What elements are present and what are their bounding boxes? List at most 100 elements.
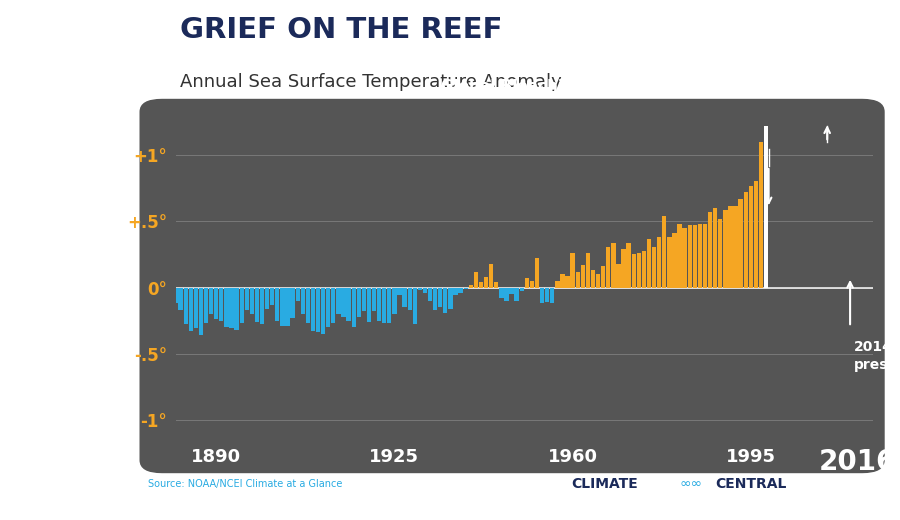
Bar <box>703 224 707 288</box>
Bar <box>509 288 514 294</box>
Bar <box>275 288 280 320</box>
Bar <box>398 288 401 295</box>
Bar <box>571 253 575 288</box>
Bar <box>189 288 193 331</box>
Bar <box>372 288 376 311</box>
Bar <box>753 180 758 288</box>
Bar <box>743 192 748 288</box>
Bar <box>163 288 167 295</box>
Bar <box>377 288 382 320</box>
Bar <box>174 288 177 303</box>
Bar <box>494 282 499 288</box>
Bar <box>280 288 284 326</box>
Bar <box>606 246 610 288</box>
Text: GRIEF ON THE REEF: GRIEF ON THE REEF <box>180 16 502 44</box>
Text: Global Bleaching Events:  1998-1999: Global Bleaching Events: 1998-1999 <box>441 80 755 94</box>
Bar <box>245 288 249 310</box>
Bar <box>550 288 554 303</box>
Bar <box>382 288 386 323</box>
Bar <box>561 275 564 288</box>
Bar <box>575 271 580 288</box>
Bar <box>331 288 336 323</box>
Bar <box>301 288 305 314</box>
Text: 2010: 2010 <box>723 76 772 94</box>
Bar <box>438 288 443 307</box>
Bar <box>545 288 549 302</box>
Bar <box>310 288 315 331</box>
Bar <box>392 288 397 314</box>
Bar <box>626 243 631 288</box>
Bar <box>367 288 371 322</box>
Text: Source: NOAA/NCEI Climate at a Glance: Source: NOAA/NCEI Climate at a Glance <box>148 479 343 489</box>
Bar <box>321 288 325 334</box>
Bar <box>525 278 529 288</box>
Bar <box>698 224 702 288</box>
Bar <box>484 277 488 288</box>
Text: CENTRAL: CENTRAL <box>716 477 787 491</box>
Bar <box>667 237 671 288</box>
Bar <box>341 288 346 317</box>
Bar <box>337 288 340 314</box>
Bar <box>234 288 238 330</box>
Bar <box>423 288 428 293</box>
Bar <box>540 288 544 303</box>
Bar <box>184 288 188 324</box>
Bar <box>500 288 503 298</box>
Bar <box>672 233 677 288</box>
Bar <box>448 288 453 309</box>
Bar <box>270 288 274 305</box>
Bar <box>255 288 259 322</box>
Bar <box>616 264 621 288</box>
Bar <box>443 288 447 313</box>
Bar <box>535 258 539 288</box>
Bar <box>214 288 219 319</box>
Bar <box>412 288 417 324</box>
Bar <box>713 208 717 288</box>
Bar <box>306 288 310 323</box>
Bar <box>199 288 203 335</box>
Bar <box>519 288 524 292</box>
Bar <box>718 219 723 288</box>
Bar <box>260 288 265 324</box>
Bar <box>428 288 432 301</box>
Bar <box>565 276 570 288</box>
Bar <box>356 288 361 317</box>
Bar <box>647 239 651 288</box>
Bar <box>764 126 769 288</box>
Text: Annual Sea Surface Temperature Anomaly: Annual Sea Surface Temperature Anomaly <box>180 73 562 91</box>
Bar <box>454 288 458 295</box>
Bar <box>590 270 595 288</box>
Bar <box>693 226 697 288</box>
Bar <box>688 226 692 288</box>
Bar <box>515 288 518 301</box>
Bar <box>611 243 616 288</box>
Bar <box>362 288 366 311</box>
Bar <box>724 210 727 288</box>
Bar <box>555 281 560 288</box>
Bar <box>464 288 468 289</box>
Bar <box>194 288 198 329</box>
Bar <box>621 249 626 288</box>
Text: CLIMATE: CLIMATE <box>572 477 638 491</box>
Bar <box>586 253 590 288</box>
Bar <box>739 199 742 288</box>
Bar <box>346 288 351 320</box>
Bar <box>316 288 320 332</box>
Bar <box>458 288 463 293</box>
Bar <box>220 288 223 320</box>
Bar <box>657 237 662 288</box>
Bar <box>178 288 183 310</box>
Bar <box>433 288 437 310</box>
Bar <box>734 205 738 288</box>
Bar <box>326 288 330 327</box>
Bar <box>728 205 733 288</box>
Text: ∞∞: ∞∞ <box>680 477 703 491</box>
Bar <box>678 224 681 288</box>
Bar <box>601 266 606 288</box>
Bar <box>652 246 656 288</box>
Bar <box>295 288 300 301</box>
Bar <box>291 288 295 318</box>
Bar <box>469 285 473 288</box>
Bar <box>230 288 234 329</box>
Bar <box>285 288 290 326</box>
